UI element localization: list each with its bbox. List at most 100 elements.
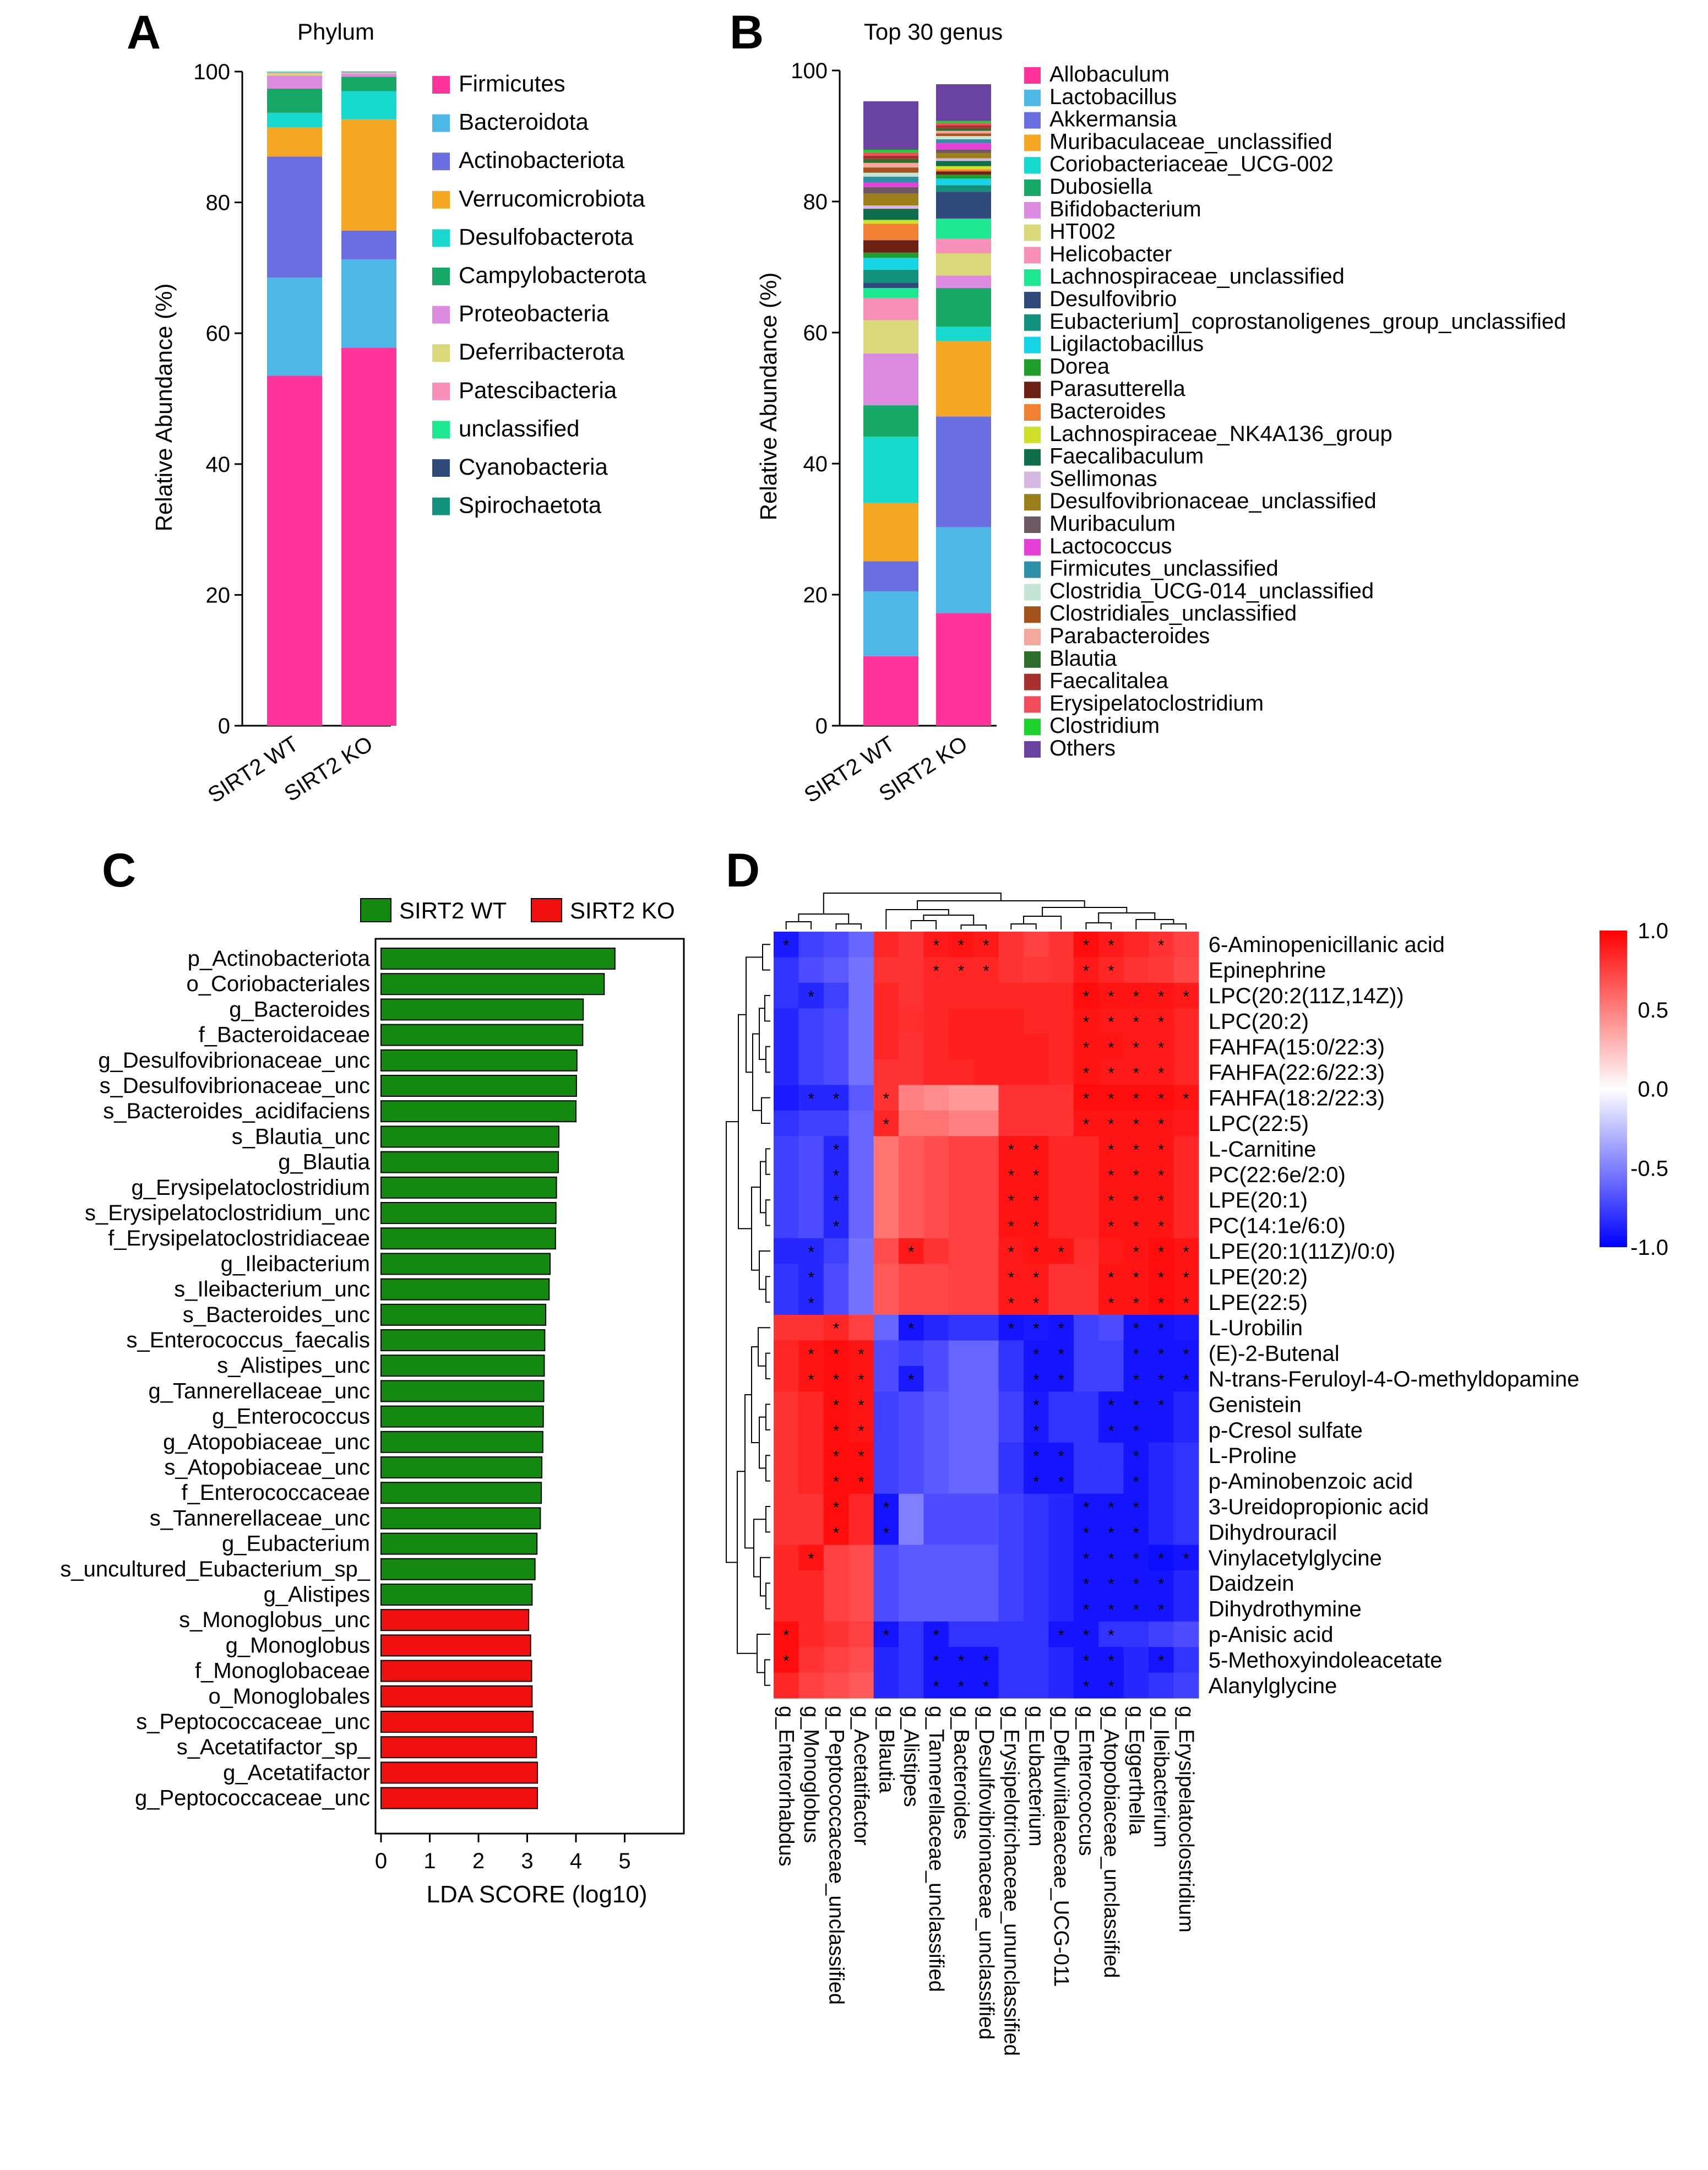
significance-star: * <box>1058 1243 1064 1261</box>
heatmap-cell <box>823 1340 849 1367</box>
heatmap-cell <box>823 1034 849 1060</box>
significance-star: * <box>833 1167 840 1185</box>
heatmap-cell <box>823 1008 849 1035</box>
dendrogram-link <box>765 1582 770 1609</box>
lda-bar <box>380 1761 538 1784</box>
heatmap-cell <box>873 932 899 958</box>
heatmap-cell <box>873 1238 899 1264</box>
heatmap-cell <box>848 1315 874 1341</box>
heatmap-cell <box>774 1034 799 1060</box>
heatmap-cell <box>998 1468 1024 1494</box>
heatmap-cell <box>899 1110 924 1136</box>
significance-star: * <box>1108 1218 1114 1236</box>
significance-star: * <box>833 1524 840 1542</box>
lda-bar <box>380 1100 576 1123</box>
legend-label: Sellimonas <box>1049 466 1157 491</box>
legend-swatch <box>432 268 450 285</box>
heatmap-cell <box>873 1519 899 1546</box>
heatmap-cell <box>1123 1596 1149 1622</box>
legend-swatch <box>1024 247 1041 264</box>
bar-segment <box>267 278 322 376</box>
row-label: L-Urobilin <box>1209 1316 1303 1340</box>
bar-segment <box>936 341 991 417</box>
heatmap-cell <box>798 1647 824 1673</box>
dendrogram-link <box>758 1327 770 1367</box>
lda-bar <box>380 1380 545 1402</box>
significance-star: * <box>783 1627 790 1645</box>
lda-bar <box>380 1202 557 1224</box>
significance-star: * <box>1158 1013 1165 1031</box>
significance-star: * <box>1083 1524 1090 1542</box>
y-tick-label: 0 <box>218 714 230 738</box>
heatmap-cell <box>1123 1391 1149 1418</box>
lda-bar-label: s_Tannerellaceae_unc <box>150 1506 370 1530</box>
heatmap-cell <box>1123 1136 1149 1162</box>
heatmap-cell <box>848 1493 874 1520</box>
dendrogram-link <box>1098 912 1156 923</box>
significance-star: * <box>1033 1320 1040 1338</box>
legend-label: Muribaculum <box>1049 512 1176 536</box>
heatmap-cell <box>798 1621 824 1647</box>
legend-swatch <box>1024 606 1041 623</box>
dendrogram-link <box>762 944 770 971</box>
legend-swatch <box>1024 673 1041 690</box>
heatmap-cell <box>923 1493 949 1520</box>
significance-star: * <box>833 1396 840 1415</box>
dendrogram-link <box>726 1121 738 1563</box>
heatmap-cell <box>1048 1570 1074 1596</box>
heatmap-cell <box>923 1340 949 1367</box>
significance-star: * <box>1083 1678 1090 1696</box>
lda-bar-label: s_Erysipelatoclostridium_unc <box>85 1201 370 1225</box>
heatmap-cell <box>1123 1672 1149 1699</box>
heatmap-cell <box>923 1315 949 1341</box>
row-label: LPE(22:5) <box>1209 1291 1308 1315</box>
heatmap-cell <box>1173 957 1199 983</box>
heatmap-cell <box>1073 1519 1099 1546</box>
significance-star: * <box>1183 1243 1189 1261</box>
significance-star: * <box>1108 1524 1114 1542</box>
heatmap-cell <box>973 1340 999 1367</box>
heatmap-cell <box>848 1621 874 1647</box>
significance-star: * <box>883 1090 889 1108</box>
significance-star: * <box>1083 1575 1090 1593</box>
lda-bar <box>380 1584 533 1606</box>
heatmap-cell <box>1149 1161 1174 1188</box>
significance-star: * <box>1133 1320 1139 1338</box>
heatmap-cell <box>848 1264 874 1290</box>
heatmap-cell <box>823 1519 849 1546</box>
lda-bar-label: s_Alistipes_unc <box>217 1353 370 1378</box>
heatmap-cell <box>1024 1059 1049 1085</box>
heatmap-cell <box>948 1340 974 1367</box>
x-tick-label: 4 <box>570 1849 582 1873</box>
heatmap-cell <box>1024 957 1049 983</box>
heatmap-cell <box>899 1596 924 1622</box>
heatmap-cell <box>798 1366 824 1392</box>
legend-label: Firmicutes_unclassified <box>1049 557 1279 581</box>
x-tick-label: 2 <box>472 1849 485 1873</box>
panel-label-d: D <box>726 844 760 897</box>
bar-segment <box>936 169 991 172</box>
lda-bar-label: o_Monoglobales <box>208 1684 370 1709</box>
heatmap-cell <box>1024 1161 1049 1188</box>
column-label: g_Tannerellaceae_unclassified <box>924 1706 948 1992</box>
heatmap-cell <box>823 1647 849 1673</box>
heatmap-cell <box>774 1443 799 1469</box>
heatmap-cell <box>1073 1212 1099 1239</box>
lda-bar <box>380 1532 538 1555</box>
heatmap-cell <box>1073 1059 1099 1085</box>
significance-star: * <box>1133 1192 1139 1210</box>
dendrogram-link <box>744 1394 754 1549</box>
heatmap-cell <box>899 1034 924 1060</box>
lda-bar <box>380 1227 556 1250</box>
heatmap-cell <box>948 1391 974 1418</box>
heatmap-cell <box>774 1340 799 1367</box>
heatmap-cell <box>899 1136 924 1162</box>
lda-bar-label: g_Ileibacterium <box>221 1252 370 1276</box>
lda-bar <box>380 1507 541 1530</box>
heatmap-cell <box>1149 1136 1174 1162</box>
heatmap-cell <box>1024 1647 1049 1673</box>
heatmap-cell <box>798 932 824 958</box>
legend-swatch <box>1024 584 1041 601</box>
heatmap-cell <box>1098 1212 1124 1239</box>
heatmap-cell <box>848 1059 874 1085</box>
